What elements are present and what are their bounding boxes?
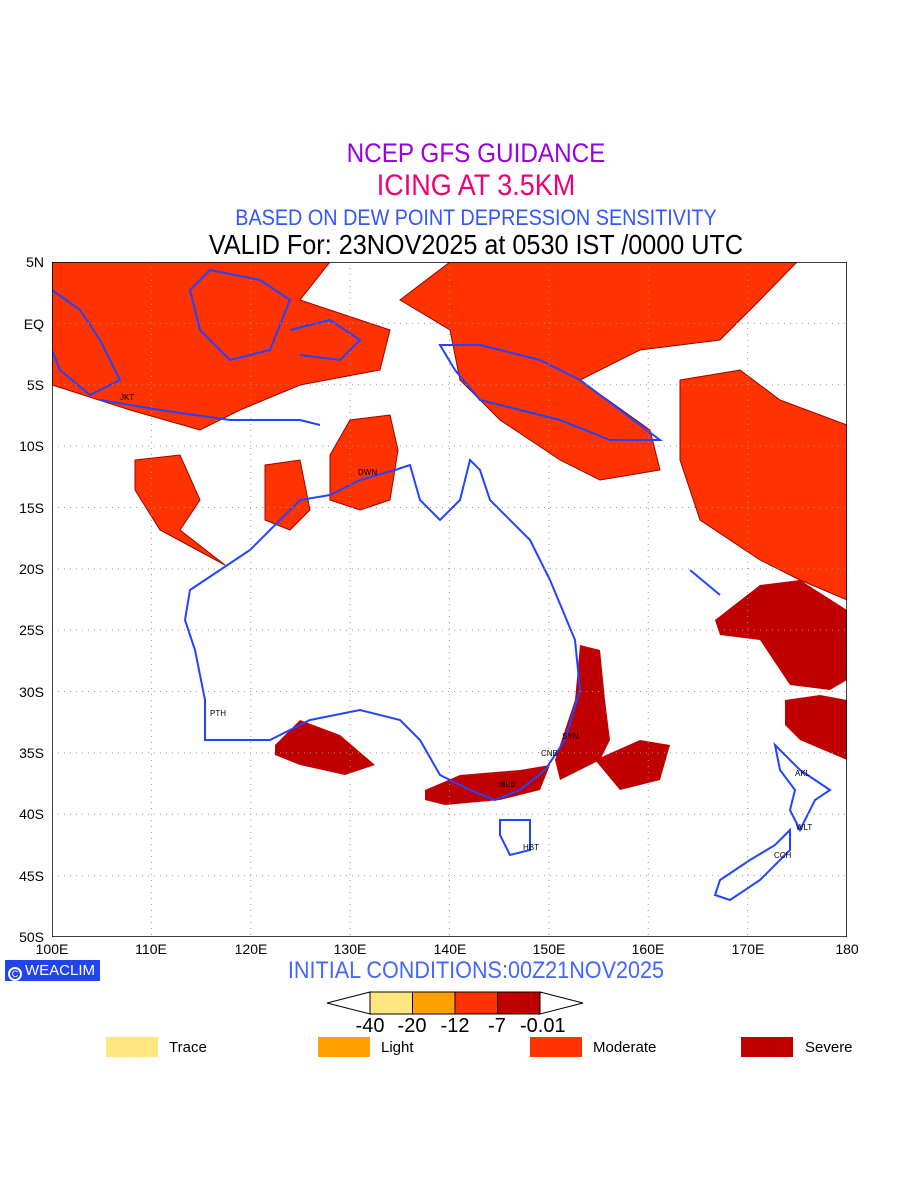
colorbar-low-arrow — [326, 991, 371, 1015]
city-auckland: AKL — [795, 769, 811, 778]
lat-label: 10S — [19, 438, 44, 454]
lon-label: 160E — [631, 941, 665, 957]
lon-label: 130E — [333, 941, 367, 957]
map-plot: JKT DWN PTH SYN CNB MLB HBT AKL WLT CCH — [52, 262, 847, 937]
lat-label: 15S — [19, 500, 44, 516]
lon-label: 180 — [835, 941, 859, 957]
lat-label: 25S — [19, 622, 44, 638]
lon-label: 120E — [234, 941, 268, 957]
lat-label: 5S — [26, 377, 44, 393]
colorbar-moderate — [454, 991, 498, 1015]
lat-label: EQ — [23, 316, 44, 332]
copyright-icon: C — [8, 967, 22, 981]
lat-label: 20S — [19, 561, 44, 577]
city-darwin: DWN — [358, 468, 377, 477]
colorbar-label: -20 — [397, 1015, 427, 1037]
weaclim-badge: C WEACLIM — [5, 960, 100, 981]
legend-label-light: Light — [381, 1039, 414, 1056]
city-melbourne: MLB — [499, 780, 515, 789]
lon-label: 170E — [731, 941, 765, 957]
lat-label: 40S — [19, 806, 44, 822]
city-jakarta: JKT — [120, 393, 134, 402]
colorbar-label: -12 — [440, 1015, 470, 1037]
title-icing: ICING AT 3.5KM — [376, 169, 576, 202]
city-christchurch: CCH — [774, 851, 792, 860]
colorbar-label: -40 — [355, 1015, 385, 1037]
legend-swatch-moderate — [530, 1037, 582, 1057]
brand-name: WEACLIM — [25, 962, 96, 979]
legend-label-moderate: Moderate — [593, 1039, 657, 1056]
severe-icing-areas — [275, 580, 847, 805]
legend-label-severe: Severe — [805, 1039, 853, 1056]
legend-label-trace: Trace — [169, 1039, 207, 1056]
colorbar-trace — [369, 991, 413, 1015]
lon-label: 140E — [433, 941, 467, 957]
lon-label: 150E — [532, 941, 566, 957]
lon-label: 110E — [135, 941, 167, 957]
title-guidance: NCEP GFS GUIDANCE — [346, 138, 606, 168]
colorbar-label: -7 — [488, 1015, 506, 1037]
title-method: BASED ON DEW POINT DEPRESSION SENSITIVIT… — [235, 205, 717, 230]
lat-label: 5N — [26, 254, 44, 270]
lon-label: 100E — [35, 941, 69, 957]
city-sydney: SYN — [562, 732, 579, 741]
city-wellington: WLT — [796, 823, 812, 832]
initial-conditions: INITIAL CONDITIONS:00Z21NOV2025 — [287, 957, 665, 984]
lat-label: 45S — [19, 868, 44, 884]
legend-swatch-severe — [741, 1037, 793, 1057]
colorbar-light — [412, 991, 456, 1015]
city-perth: PTH — [210, 709, 226, 718]
title-valid-time: VALID For: 23NOV2025 at 0530 IST /0000 U… — [208, 229, 744, 260]
city-canberra: CNB — [541, 749, 558, 758]
lat-lon-grid — [52, 262, 847, 937]
colorbar — [326, 991, 584, 1015]
colorbar-high-arrow — [539, 991, 584, 1015]
lat-label: 35S — [19, 745, 44, 761]
coastlines — [52, 268, 832, 902]
colorbar-label: -0.01 — [520, 1015, 566, 1037]
lat-label: 30S — [19, 684, 44, 700]
legend-swatch-light — [318, 1037, 370, 1057]
legend-swatch-trace — [106, 1037, 158, 1057]
colorbar-severe — [497, 991, 541, 1015]
lat-label: 50S — [19, 929, 44, 945]
city-hobart: HBT — [523, 843, 539, 852]
